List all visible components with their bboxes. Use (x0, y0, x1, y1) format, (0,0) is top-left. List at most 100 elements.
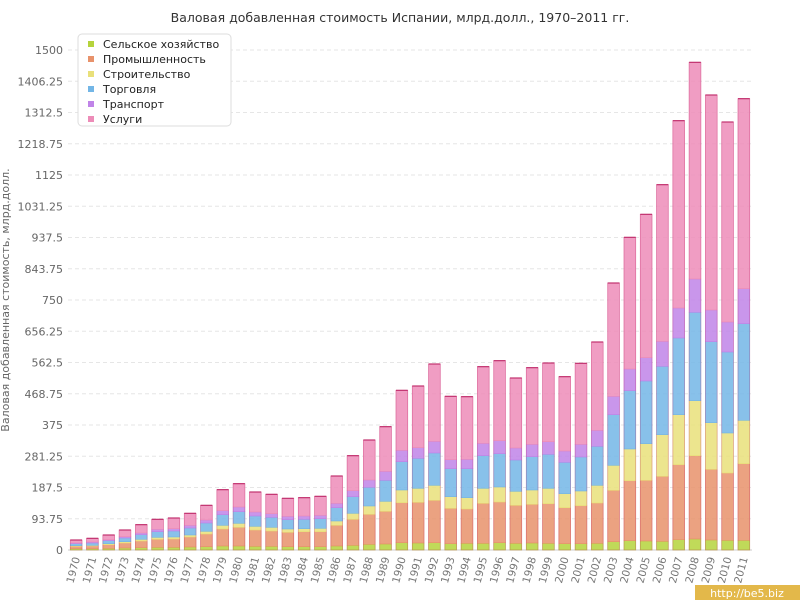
bar-segment (151, 531, 164, 538)
bar-segment (200, 505, 213, 521)
y-tick-label: 1406.25 (18, 75, 64, 88)
bar-stack-1995 (477, 366, 490, 551)
bar-outline (183, 512, 197, 551)
bar-segment (346, 519, 360, 546)
bar-outline (542, 362, 555, 551)
watermark-text: http://be5.biz (710, 587, 784, 600)
y-axis-ticks: 0 93.75 187.5 281.25 375 468.75 562.5 656.25 750… (18, 44, 64, 557)
bar-segment (525, 542, 539, 551)
bar-segment (639, 357, 653, 382)
bar-segment (460, 396, 474, 460)
bar-outline (591, 341, 604, 551)
bar-segment (525, 504, 539, 544)
bar-outline (102, 534, 115, 551)
y-tick-label: 843.75 (25, 263, 64, 276)
bar-segment (200, 531, 213, 535)
bar-segment (330, 545, 343, 551)
bar-segment (135, 524, 148, 534)
bar-outline (249, 491, 262, 551)
bar-segment (721, 321, 734, 353)
bar-segment (705, 94, 718, 311)
bar-segment (281, 528, 295, 533)
bar-outline (460, 396, 474, 551)
bar-segment (102, 534, 115, 540)
bar-segment (509, 543, 523, 551)
y-tick-label: 1125 (35, 169, 63, 182)
bar-segment (183, 546, 197, 551)
bar-segment (444, 396, 457, 460)
bar-segment (623, 237, 637, 370)
bar-segment (721, 432, 734, 474)
y-tick-label: 562.5 (32, 357, 64, 370)
y-tick-label: 375 (42, 419, 63, 432)
bar-outline (509, 377, 523, 551)
bar-segment (623, 448, 637, 481)
bar-segment (705, 422, 718, 470)
bar-segment (200, 533, 213, 547)
bar-segment (672, 539, 685, 551)
bar-segment (151, 539, 164, 548)
bar-stack-1972 (102, 534, 115, 551)
bar-segment (379, 501, 392, 512)
bar-segment (102, 540, 115, 544)
bar-segment (591, 430, 604, 447)
bar-segment (639, 214, 653, 358)
bar-stack-1990 (395, 389, 409, 551)
bar-segment (281, 519, 295, 530)
bar-segment (460, 468, 474, 498)
bar-segment (297, 528, 311, 532)
bar-segment (672, 337, 685, 415)
bar-segment (249, 491, 262, 513)
bar-segment (493, 542, 506, 551)
bar-segment (297, 515, 311, 520)
bar-segment (411, 502, 425, 544)
bar-segment (379, 511, 392, 545)
bar-segment (167, 538, 181, 548)
bar-stack-1977 (183, 512, 197, 551)
bar-segment (688, 278, 702, 313)
bar-segment (721, 472, 734, 541)
bar-segment (574, 543, 588, 551)
bar-segment (460, 459, 474, 469)
bar-outline (607, 282, 620, 551)
bar-outline (623, 236, 637, 551)
bar-segment (330, 520, 343, 526)
bar-segment (167, 517, 181, 529)
bar-segment (232, 511, 246, 524)
bar-segment (672, 120, 685, 309)
bar-segment (639, 443, 653, 481)
legend: Сельское хозяйство Промышленность Строител… (77, 33, 232, 127)
bar-stack-1979 (216, 489, 229, 551)
bar-segment (688, 400, 702, 456)
bar-segment (542, 543, 555, 551)
bar-stack-2007 (672, 120, 685, 551)
bar-stack-1976 (167, 517, 181, 551)
bar-segment (688, 538, 702, 551)
bar-segment (379, 471, 392, 481)
bar-outline (705, 94, 718, 551)
bar-stack-1973 (118, 529, 132, 551)
bar-outline (135, 524, 148, 551)
bar-segment (151, 529, 164, 532)
bar-segment (721, 121, 734, 323)
legend-item-label: Транспорт (102, 98, 165, 111)
bar-segment (639, 380, 653, 444)
bar-segment (591, 543, 604, 551)
bar-segment (623, 480, 637, 541)
y-tick-label: 187.5 (32, 482, 64, 495)
bar-segment (232, 523, 246, 528)
bar-segment (314, 496, 327, 516)
bar-segment (542, 441, 555, 455)
bar-segment (118, 542, 132, 549)
bar-segment (623, 390, 637, 450)
bar-outline (721, 121, 734, 551)
bar-segment (314, 518, 327, 529)
bar-outline (363, 439, 376, 551)
bar-outline (265, 493, 278, 551)
bar-segment (265, 517, 278, 528)
bar-segment (346, 455, 360, 491)
bar-stack-1974 (135, 524, 148, 551)
bar-segment (428, 542, 441, 551)
chart-title: Валовая добавленная стоимость Испании, м… (171, 10, 630, 25)
